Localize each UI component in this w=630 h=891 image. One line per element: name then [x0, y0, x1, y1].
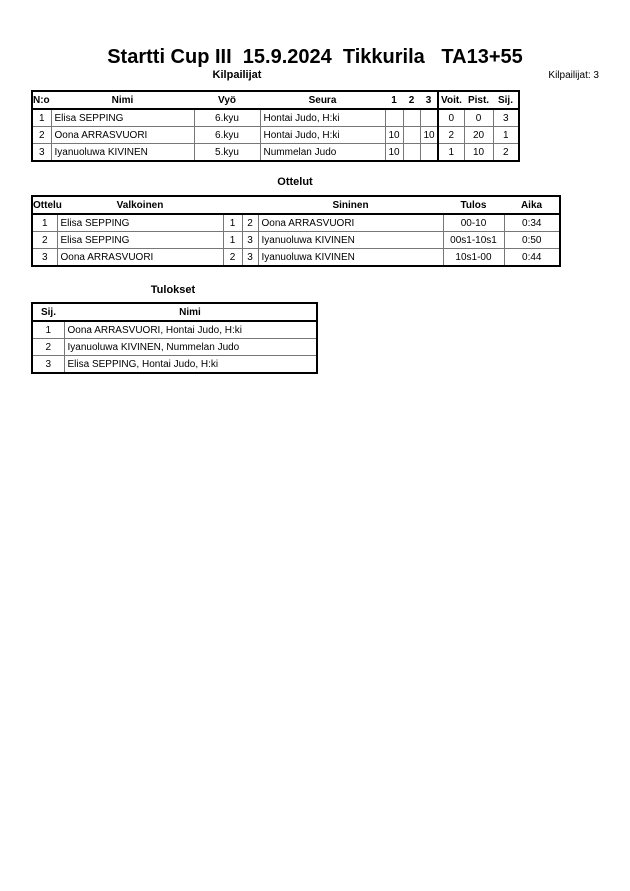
cell-m1: 10	[384, 143, 404, 162]
col-m3: 3	[420, 91, 438, 110]
cell-name: Elisa SEPPING, Hontai Judo, H:ki	[63, 355, 318, 374]
cell-white: Elisa SEPPING	[56, 231, 224, 249]
cell-wins: 2	[437, 126, 465, 144]
cell-club: Hontai Judo, H:ki	[259, 108, 386, 127]
cell-name: Oona ARRASVUORI, Hontai Judo, H:ki	[63, 320, 318, 339]
cell-wins: 1	[437, 143, 465, 162]
competitors-table: N:o Nimi Vyö Seura 1 2 3 Voit. Pist. Sij…	[31, 90, 520, 162]
cell-bn: 2	[241, 213, 259, 232]
col-points: Pist.	[464, 91, 493, 110]
col-place: Sij.	[493, 91, 519, 110]
cell-white: Oona ARRASVUORI	[56, 248, 224, 267]
cell-time: 0:50	[503, 231, 561, 249]
cell-name: Iyanuoluwa KIVINEN	[50, 143, 195, 162]
table-row: 3 Iyanuoluwa KIVINEN 5.kyu Nummelan Judo 10 1…	[31, 143, 520, 162]
cell-blue: Iyanuoluwa KIVINEN	[257, 231, 444, 249]
cell-time: 0:34	[503, 213, 561, 232]
cell-place: 3	[492, 108, 520, 127]
table-row: 2 Oona ARRASVUORI 6.kyu Hontai Judo, H:ki 10…	[31, 126, 520, 144]
col-match: Ottelu	[32, 196, 62, 215]
table-row: 2 Iyanuoluwa KIVINEN, Nummelan Judo	[31, 338, 318, 356]
cell-name: Elisa SEPPING	[50, 108, 195, 127]
results-table: Sij. Nimi 1 Oona ARRASVUORI, Hontai Judo,…	[31, 302, 318, 374]
cell-m1	[384, 108, 404, 127]
cell-place: 2	[492, 143, 520, 162]
cell-place: 3	[31, 355, 65, 374]
cell-no: 3	[31, 248, 58, 267]
cell-m2	[402, 108, 421, 127]
cell-blue: Iyanuoluwa KIVINEN	[257, 248, 444, 267]
cell-wn: 1	[222, 231, 243, 249]
cell-no: 1	[31, 108, 52, 127]
col-white: Valkoinen	[57, 196, 223, 215]
cell-belt: 6.kyu	[193, 108, 261, 127]
cell-no: 1	[31, 213, 58, 232]
matches-heading: Ottelut	[277, 176, 313, 188]
col-blue: Sininen	[258, 196, 443, 215]
cell-club: Nummelan Judo	[259, 143, 386, 162]
cell-name: Oona ARRASVUORI	[50, 126, 195, 144]
competitors-heading: Kilpailijat	[212, 69, 262, 81]
cell-belt: 6.kyu	[193, 126, 261, 144]
col-place: Sij.	[32, 303, 64, 322]
cell-wn: 2	[222, 248, 243, 267]
table-row: 2 Elisa SEPPING 1 3 Iyanuoluwa KIVINEN 00s1-1…	[31, 231, 561, 249]
table-row: 1 Elisa SEPPING 6.kyu Hontai Judo, H:ki 0 0 3	[31, 108, 520, 127]
table-row: 3 Elisa SEPPING, Hontai Judo, H:ki	[31, 355, 318, 374]
cell-points: 0	[463, 108, 494, 127]
competitor-count: Kilpailijat: 3	[548, 70, 599, 81]
cell-m3	[419, 108, 439, 127]
table-row: 3 Oona ARRASVUORI 2 3 Iyanuoluwa KIVINEN 10s1…	[31, 248, 561, 267]
table-header: N:o Nimi Vyö Seura 1 2 3 Voit. Pist. Sij…	[32, 91, 519, 110]
cell-m2	[402, 143, 421, 162]
cell-place: 2	[31, 338, 65, 356]
table-row: 1 Elisa SEPPING 1 2 Oona ARRASVUORI 00-10 0:34	[31, 213, 561, 232]
page-title: Startti Cup III 15.9.2024 Tikkurila TA13…	[107, 46, 523, 68]
cell-blue: Oona ARRASVUORI	[257, 213, 444, 232]
cell-result: 00s1-10s1	[442, 231, 505, 249]
col-club: Seura	[260, 91, 385, 110]
cell-bn: 3	[241, 231, 259, 249]
col-wins: Voit.	[437, 91, 464, 110]
col-m2: 2	[403, 91, 420, 110]
cell-place: 1	[31, 320, 65, 339]
cell-place: 1	[492, 126, 520, 144]
cell-m2	[402, 126, 421, 144]
matches-table: Ottelu Valkoinen Sininen Tulos Aika 1 Eli…	[31, 195, 561, 267]
cell-result: 10s1-00	[442, 248, 505, 267]
results-heading: Tulokset	[150, 284, 196, 296]
table-row: 1 Oona ARRASVUORI, Hontai Judo, H:ki	[31, 320, 318, 339]
cell-no: 2	[31, 126, 52, 144]
cell-m3	[419, 143, 439, 162]
cell-white: Elisa SEPPING	[56, 213, 224, 232]
table-header: Sij. Nimi	[32, 303, 317, 322]
col-name: Nimi	[64, 303, 317, 322]
col-result: Tulos	[443, 196, 504, 215]
cell-no: 3	[31, 143, 52, 162]
cell-bn: 3	[241, 248, 259, 267]
cell-m3: 10	[419, 126, 439, 144]
cell-wins: 0	[437, 108, 465, 127]
cell-time: 0:44	[503, 248, 561, 267]
cell-club: Hontai Judo, H:ki	[259, 126, 386, 144]
cell-result: 00-10	[442, 213, 505, 232]
cell-no: 2	[31, 231, 58, 249]
cell-wn: 1	[222, 213, 243, 232]
col-belt: Vyö	[194, 91, 260, 110]
col-time: Aika	[504, 196, 560, 215]
cell-belt: 5.kyu	[193, 143, 261, 162]
col-name: Nimi	[51, 91, 194, 110]
cell-m1: 10	[384, 126, 404, 144]
cell-points: 20	[463, 126, 494, 144]
cell-points: 10	[463, 143, 494, 162]
table-header: Ottelu Valkoinen Sininen Tulos Aika	[32, 196, 560, 215]
cell-name: Iyanuoluwa KIVINEN, Nummelan Judo	[63, 338, 318, 356]
col-m1: 1	[385, 91, 403, 110]
col-no: N:o	[32, 91, 51, 110]
